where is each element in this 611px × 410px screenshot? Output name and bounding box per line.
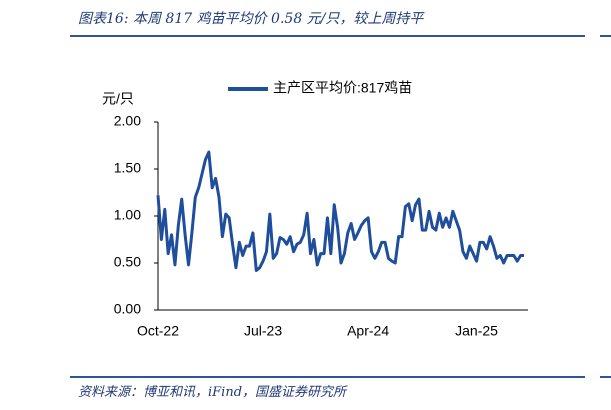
series-line [156,150,524,273]
footer-rule-end [600,376,611,378]
y-tick-label: 2.00 [114,113,141,129]
y-tick-label: 1.50 [114,160,141,176]
footer-rule [70,376,585,378]
source-note: 资料来源：博亚和讯，iFind，国盛证券研究所 [78,385,347,400]
x-tick-label: Apr-24 [347,323,389,339]
header-rule-end [600,35,611,37]
header-rule [70,35,585,37]
x-tick-label: Jul-23 [244,323,282,339]
x-tick-label: Jan-25 [455,323,498,339]
y-tick-label: 0.00 [114,301,141,317]
x-tick-label: Oct-22 [137,323,179,339]
y-axis-label: 元/只 [102,91,134,107]
legend-label: 主产区平均价:817鸡苗 [273,80,412,96]
y-tick-label: 1.00 [114,207,141,223]
y-tick-label: 0.50 [114,254,141,270]
figure-title: 图表16: 本周 817 鸡苗平均价 0.58 元/只，较上周持平 [78,11,424,27]
